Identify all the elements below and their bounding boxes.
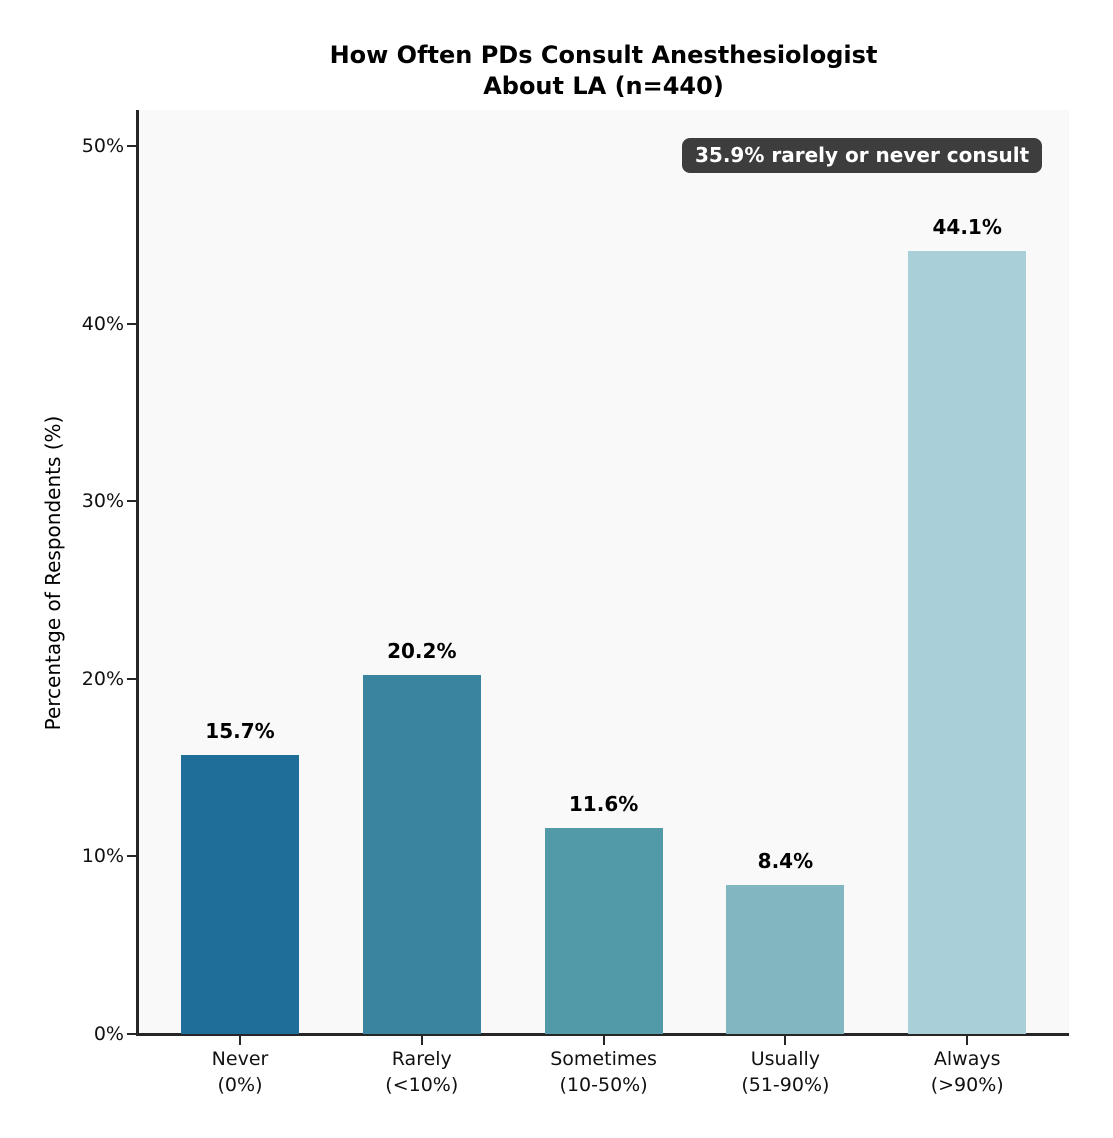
x-category-name: Always bbox=[933, 1048, 1001, 1070]
x-category-name: Rarely bbox=[391, 1048, 452, 1070]
y-tick-label: 0% bbox=[93, 1023, 124, 1045]
bar bbox=[544, 827, 663, 1034]
x-category-label: Always (>90%) bbox=[872, 1046, 1062, 1098]
bar bbox=[362, 675, 481, 1034]
x-category-label: Rarely (<10%) bbox=[327, 1046, 517, 1098]
bar-value-label: 15.7% bbox=[205, 719, 275, 744]
annotation-box: 35.9% rarely or never consult bbox=[682, 138, 1043, 173]
y-tick-label: 30% bbox=[81, 490, 124, 513]
x-category-name: Usually bbox=[750, 1048, 821, 1070]
bar-value-label: 8.4% bbox=[757, 848, 814, 873]
y-tick-mark bbox=[127, 855, 136, 858]
x-category-label: Sometimes (10-50%) bbox=[509, 1046, 699, 1098]
y-tick-mark bbox=[127, 1033, 136, 1035]
x-tick-mark bbox=[420, 1036, 423, 1045]
x-category-range: (>90%) bbox=[930, 1074, 1004, 1096]
x-category-label: Never (0%) bbox=[145, 1046, 335, 1098]
x-category-label: Usually (51-90%) bbox=[690, 1046, 880, 1098]
x-tick-mark bbox=[239, 1036, 241, 1045]
y-tick-mark bbox=[127, 322, 136, 325]
bar bbox=[726, 884, 845, 1034]
bar bbox=[181, 755, 299, 1034]
x-tick-mark bbox=[784, 1036, 787, 1045]
y-tick-mark bbox=[127, 677, 136, 680]
bar-value-label: 11.6% bbox=[568, 791, 639, 816]
bar-value-label: 20.2% bbox=[387, 639, 457, 664]
x-category-range: (51-90%) bbox=[741, 1074, 830, 1096]
x-category-name: Never bbox=[211, 1048, 269, 1070]
y-tick-label: 20% bbox=[81, 667, 124, 690]
bar bbox=[908, 250, 1027, 1034]
bar-value-label: 44.1% bbox=[932, 214, 1002, 239]
x-tick-mark bbox=[602, 1036, 605, 1045]
chart-title-line-1: How Often PDs Consult Anesthesiologist bbox=[329, 41, 878, 69]
y-tick-label: 50% bbox=[81, 135, 124, 157]
y-tick-label: 10% bbox=[81, 845, 124, 868]
x-tick-mark bbox=[966, 1036, 969, 1045]
y-tick-mark bbox=[127, 145, 136, 147]
x-category-range: (0%) bbox=[217, 1074, 263, 1096]
y-tick-label: 40% bbox=[81, 312, 124, 335]
x-category-range: (<10%) bbox=[385, 1074, 459, 1096]
x-category-range: (10-50%) bbox=[559, 1074, 648, 1096]
chart-title-line-2: About LA (n=440) bbox=[483, 72, 724, 100]
x-category-name: Sometimes bbox=[550, 1048, 657, 1070]
chart-title: How Often PDs Consult Anesthesiologist A… bbox=[138, 40, 1069, 102]
y-tick-mark bbox=[127, 500, 136, 503]
